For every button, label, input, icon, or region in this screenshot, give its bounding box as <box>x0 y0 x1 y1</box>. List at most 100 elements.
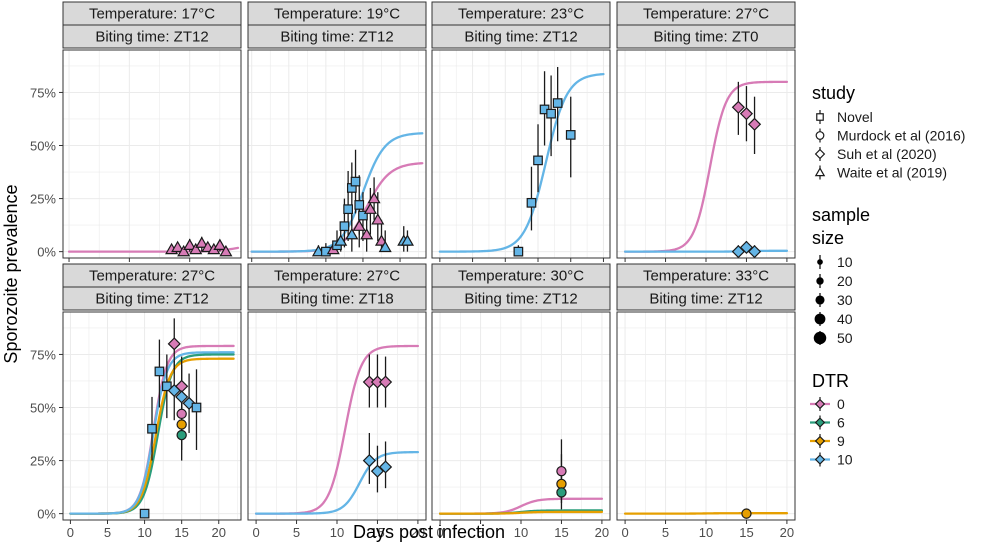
data-point-square <box>565 130 576 140</box>
data-point-circle <box>176 419 187 430</box>
strip-temperature-label: Temperature: 27°C <box>89 268 215 285</box>
panel-border <box>62 311 242 521</box>
model-curve-dtr-9 <box>438 510 604 515</box>
data-point-triangle <box>345 227 359 240</box>
legend-dtr-label: 10 <box>837 452 853 468</box>
legend-study-label: Waite et al (2019) <box>837 165 947 181</box>
legend-study-label: Novel <box>837 109 873 125</box>
strip-biting-time <box>62 24 242 49</box>
strip-biting-time-label: Biting time: ZT12 <box>649 291 762 308</box>
legend-sample-size-title: sample <box>812 205 870 225</box>
legend-sample-size-label: 10 <box>837 254 853 270</box>
y-tick-label: 50% <box>30 139 56 154</box>
x-axis-title: Days post infection <box>353 522 505 542</box>
data-point-square <box>154 366 165 377</box>
data-point-circle <box>176 429 187 441</box>
gridlines <box>617 50 795 258</box>
data-point-square <box>343 204 353 215</box>
x-tick-label: 0 <box>621 525 628 540</box>
y-tick-label: 25% <box>30 192 56 207</box>
plot-background <box>63 50 241 258</box>
legend-key-diamond <box>814 417 826 428</box>
strip-biting-time-label: Biting time: ZT0 <box>653 29 758 46</box>
model-curve-dtr-10 <box>438 72 605 253</box>
data-point-triangle <box>219 244 233 257</box>
x-tick-label: 10 <box>699 525 713 540</box>
strip-temperature-label: Temperature: 27°C <box>274 268 400 285</box>
strip-biting-time <box>62 286 242 311</box>
data-point-diamond <box>731 100 745 114</box>
legend-sample-size-label: 30 <box>837 292 853 308</box>
strip-biting-time <box>431 24 611 49</box>
x-axis-ticks: 0 5 10 15 20 <box>252 520 425 540</box>
data-point-triangle <box>177 244 191 257</box>
legend-sample-size-label: 40 <box>837 311 853 327</box>
strip-biting-time <box>616 24 796 49</box>
legends: study Novel Murdock et al (2016) Suh et al … <box>810 83 965 468</box>
panel-border <box>62 49 242 259</box>
y-tick-label: 50% <box>30 401 56 416</box>
data-point-square <box>533 155 543 166</box>
data-point-square <box>358 210 368 221</box>
data-point-triangle <box>189 242 203 255</box>
x-tick-label: 10 <box>514 525 528 540</box>
data-point-diamond <box>747 117 762 131</box>
x-tick-label: 0 <box>252 525 259 540</box>
legend-key-diamond <box>814 148 826 160</box>
data-point-square <box>350 176 361 187</box>
y-tick-label: 25% <box>30 454 56 469</box>
y-tick-labels: 0% 25% 50% 75% 0% 25% 50% 75% <box>30 85 63 522</box>
data-point-circle <box>556 465 567 477</box>
x-tick-label: 15 <box>370 525 384 540</box>
data-point-triangle <box>400 234 414 246</box>
legend-key-size-dot <box>817 259 823 265</box>
x-tick-label: 20 <box>595 525 609 540</box>
strip-temperature-label: Temperature: 19°C <box>274 6 400 23</box>
data-point-square <box>147 423 157 434</box>
data-point-diamond <box>739 107 754 121</box>
data-point-triangle <box>378 240 392 253</box>
legend-key-diamond <box>814 454 826 465</box>
legend-dtr-title: DTR <box>812 371 849 391</box>
strip-biting-time-label: Biting time: ZT12 <box>464 29 577 46</box>
data-point-triangle <box>367 191 381 204</box>
strip-biting-time <box>247 24 427 49</box>
x-tick-label: 15 <box>739 525 753 540</box>
legend-key-diamond <box>814 435 826 447</box>
legend-key-size-dot <box>816 277 824 285</box>
x-tick-label: 10 <box>137 525 151 540</box>
legend-sample-size-label: 50 <box>837 330 853 346</box>
data-point-square <box>339 221 350 232</box>
x-tick-label: 15 <box>174 525 188 540</box>
panel-7: Temperature: 30°C Biting time: ZT12 0 5 10 15… <box>431 263 611 540</box>
y-axis-title: Sporozoite prevalence <box>1 184 21 363</box>
data-point-diamond <box>175 390 189 404</box>
y-tick-label: 0% <box>37 245 56 260</box>
strip-biting-time-label: Biting time: ZT12 <box>280 29 393 46</box>
data-point-circle <box>741 508 752 519</box>
x-tick-label: 5 <box>477 525 484 540</box>
legend-study: study Novel Murdock et al (2016) Suh et al … <box>812 83 965 181</box>
legend-key-square <box>816 113 824 121</box>
x-tick-label: 5 <box>662 525 669 540</box>
legend-sample-size-title: size <box>812 228 844 248</box>
legend-key-circle <box>815 131 825 140</box>
data-point-triangle <box>371 213 385 225</box>
strip-biting-time <box>247 286 427 311</box>
panel-6: Temperature: 27°C Biting time: ZT18 0 5 10 15… <box>247 263 427 540</box>
data-point-circle <box>556 478 567 490</box>
legend-key-size-dot <box>813 331 827 345</box>
strip-temperature-label: Temperature: 23°C <box>458 6 584 23</box>
legend-key-triangle <box>814 167 826 177</box>
data-point-square <box>552 98 563 108</box>
data-point-triangle <box>195 236 209 248</box>
legend-study-label: Murdock et al (2016) <box>837 128 965 144</box>
panel-border <box>247 49 427 259</box>
data-point-diamond <box>378 375 393 389</box>
strip-biting-time-label: Biting time: ZT18 <box>280 291 393 308</box>
data-point-circle <box>176 408 187 420</box>
x-tick-label: 20 <box>212 525 226 540</box>
